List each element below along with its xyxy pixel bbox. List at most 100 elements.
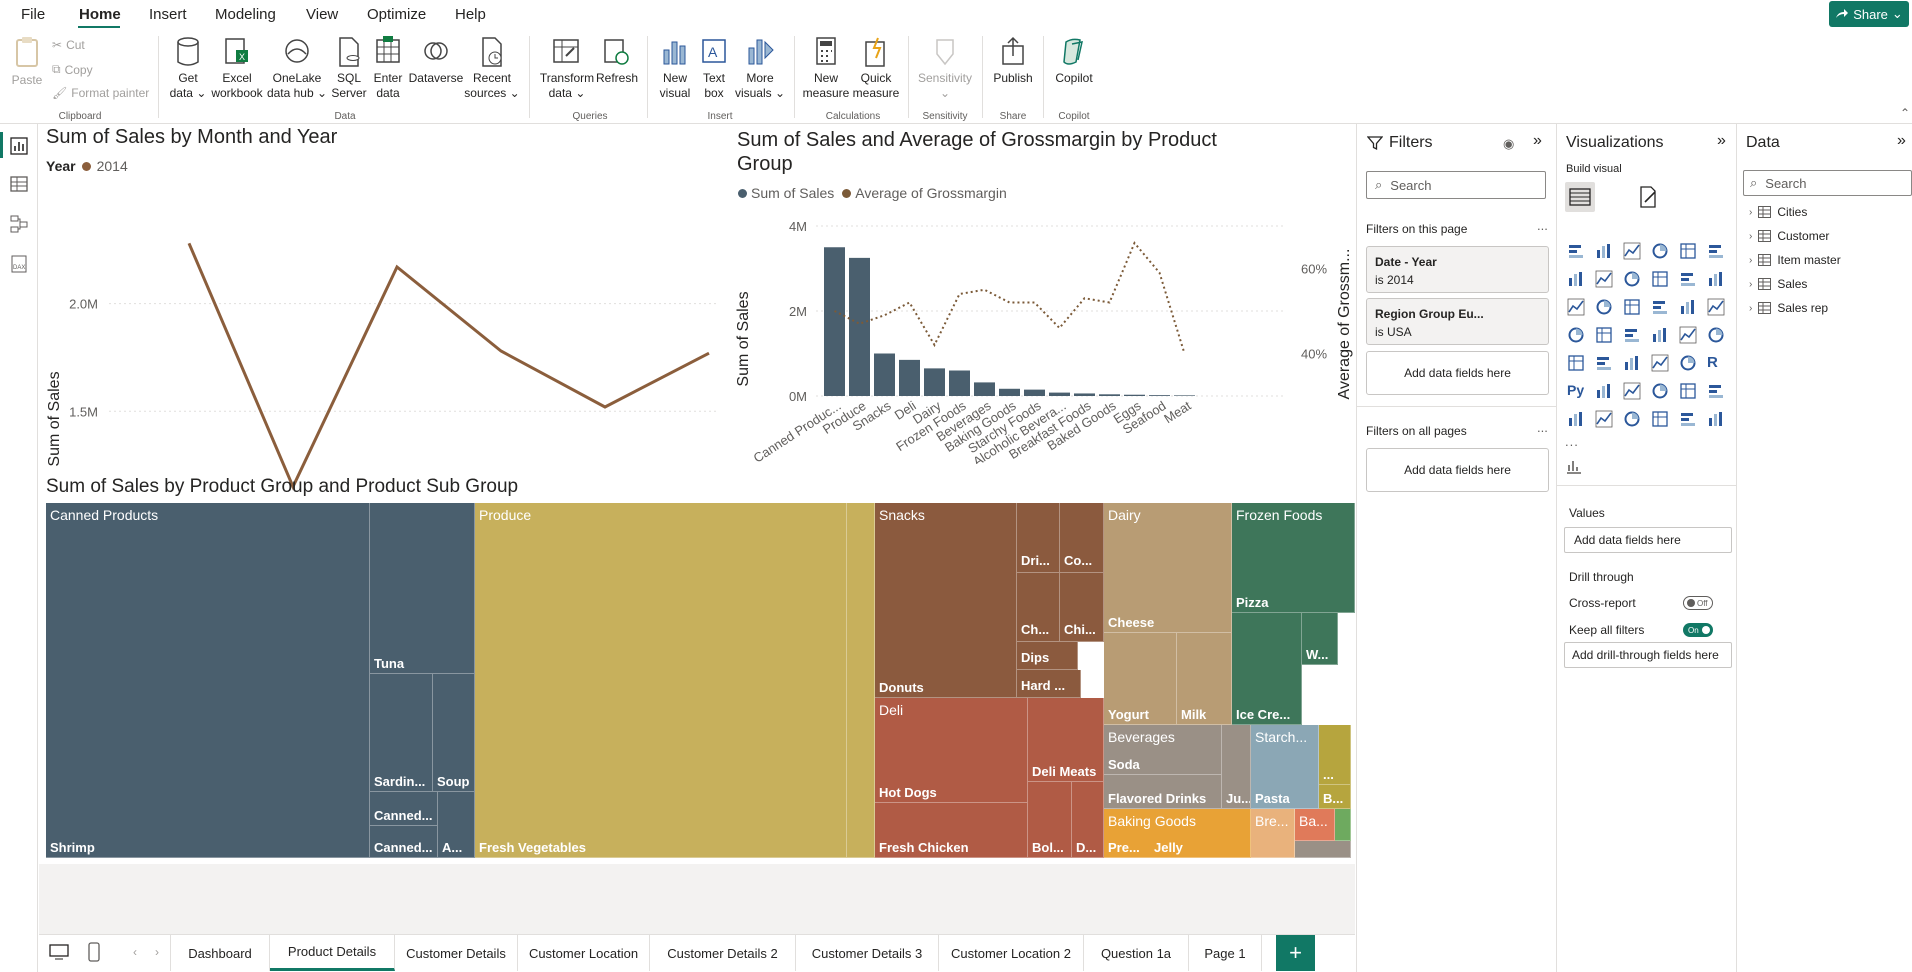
100-area-icon[interactable]	[1651, 270, 1669, 288]
treemap-tile-ice-cream[interactable]: Ice Cre...	[1232, 613, 1302, 725]
collapse-visualizations-icon[interactable]: »	[1717, 132, 1726, 149]
treemap[interactable]: Canned Products Shrimp Tuna Sardin... Soup Ca…	[46, 503, 1355, 858]
decomposition-tree-icon[interactable]	[1623, 382, 1641, 400]
more-options-icon[interactable]: ...	[1537, 218, 1548, 233]
treemap-tile-hard[interactable]: Hard ...	[1017, 670, 1081, 698]
treemap-tile-tuna[interactable]: Tuna	[370, 503, 475, 674]
treemap-tile-starch-pasta[interactable]: Starch... Pasta	[1251, 725, 1319, 809]
line-column-icon[interactable]	[1679, 270, 1697, 288]
ribbon-icon[interactable]	[1567, 298, 1585, 316]
more-visuals-button[interactable]: More visuals ⌄	[734, 36, 786, 101]
onelake-data-hub-button[interactable]: OneLake data hub ⌄	[266, 36, 328, 101]
copilot-button[interactable]: Copilot	[1051, 36, 1097, 86]
clustered-column-icon[interactable]	[1651, 242, 1669, 260]
get-data-button[interactable]: Get data ⌄	[166, 36, 210, 101]
treemap-icon[interactable]	[1567, 326, 1585, 344]
add-page-button[interactable]: +	[1276, 935, 1315, 971]
report-view-icon[interactable]	[9, 136, 29, 156]
filters-all-pages-drop-zone[interactable]: Add data fields here	[1366, 448, 1549, 492]
map-icon[interactable]	[1595, 326, 1613, 344]
collapse-filters-icon[interactable]: »	[1533, 132, 1542, 149]
data-table-item[interactable]: › Item master	[1749, 253, 1841, 267]
format-painter-button[interactable]: 🖌 Format painter	[52, 86, 149, 100]
card-icon[interactable]	[1707, 326, 1725, 344]
quick-measure-button[interactable]: Quick measure	[850, 36, 902, 101]
new-visual-button[interactable]: New visual	[655, 36, 695, 101]
menu-help[interactable]: Help	[455, 6, 486, 23]
trophy-icon[interactable]	[1707, 382, 1725, 400]
menu-home[interactable]: Home	[79, 6, 121, 23]
page-tab[interactable]: Customer Location 2	[939, 935, 1084, 971]
treemap-tile-ju[interactable]: Ju...	[1222, 725, 1251, 809]
treemap-tile-canned-2[interactable]: Canned...	[370, 826, 438, 858]
slicer-icon[interactable]	[1623, 354, 1641, 372]
publish-button[interactable]: Publish	[990, 36, 1036, 86]
new-measure-button[interactable]: New measure	[802, 36, 850, 101]
treemap-tile-starch-dots[interactable]: ...	[1319, 725, 1351, 785]
treemap-tile-baking-goods[interactable]: Baking Goods Pre... Jelly	[1104, 809, 1251, 858]
menu-optimize[interactable]: Optimize	[367, 6, 427, 23]
python-visual-icon[interactable]: Py	[1567, 382, 1585, 400]
more-options-icon[interactable]: ...	[1537, 420, 1548, 435]
model-view-icon[interactable]	[9, 214, 29, 234]
share-button[interactable]: Share ⌄	[1829, 1, 1909, 27]
azure-map-icon[interactable]	[1651, 326, 1669, 344]
filters-search-input[interactable]: ⌕ Search	[1366, 171, 1546, 199]
menu-view[interactable]: View	[306, 6, 339, 23]
treemap-tile-d[interactable]: D...	[1072, 782, 1104, 858]
treemap-tile-misc-grey[interactable]	[1295, 841, 1351, 858]
paginated-icon[interactable]	[1567, 410, 1585, 428]
menu-file[interactable]: File	[21, 6, 46, 23]
data-search-input[interactable]: ⌕ Search	[1743, 170, 1912, 196]
build-visual-tab[interactable]	[1565, 182, 1595, 212]
cross-report-toggle[interactable]: Off	[1683, 596, 1713, 610]
gauge-icon[interactable]	[1679, 326, 1697, 344]
treemap-tile-canned-products-shrimp[interactable]: Canned Products Shrimp	[46, 503, 370, 858]
100-bar-icon[interactable]	[1679, 242, 1697, 260]
page-tab[interactable]: Question 1a	[1084, 935, 1189, 971]
data-table-item[interactable]: › Sales	[1749, 277, 1807, 291]
mobile-layout-icon[interactable]	[87, 942, 101, 967]
r-visual-icon[interactable]: R	[1707, 354, 1725, 372]
treemap-tile-deli-meats[interactable]: Deli Meats	[1028, 698, 1104, 782]
refresh-button[interactable]: Refresh	[595, 36, 639, 86]
treemap-tile-chi[interactable]: Chi...	[1060, 573, 1104, 642]
clustered-bar-icon[interactable]	[1623, 242, 1641, 260]
menu-modeling[interactable]: Modeling	[215, 6, 276, 23]
smart-narrative-icon[interactable]	[1679, 382, 1697, 400]
page-tab[interactable]: Customer Details 2	[650, 935, 796, 971]
pie-icon[interactable]	[1679, 298, 1697, 316]
menu-insert[interactable]: Insert	[149, 6, 187, 23]
treemap-tile-ch[interactable]: Ch...	[1017, 573, 1060, 642]
recent-sources-button[interactable]: Recent sources ⌄	[464, 36, 520, 101]
qa-icon[interactable]	[1651, 382, 1669, 400]
treemap-tile-frozen-pizza[interactable]: Frozen Foods Pizza	[1232, 503, 1355, 613]
stacked-column-icon[interactable]	[1595, 242, 1613, 260]
page-tab[interactable]: Product Details	[270, 935, 395, 971]
data-table-item[interactable]: › Customer	[1749, 229, 1829, 243]
line-icon[interactable]	[1567, 270, 1585, 288]
collapse-ribbon-icon[interactable]: ⌃	[1900, 106, 1911, 120]
diamond-icon[interactable]	[1679, 410, 1697, 428]
filter-card-region[interactable]: Region Group Eu... is USA	[1366, 298, 1549, 345]
waterfall-icon[interactable]	[1595, 298, 1613, 316]
page-tab[interactable]: Dashboard	[170, 935, 270, 971]
treemap-tile-sardines[interactable]: Sardin...	[370, 674, 433, 792]
table-icon[interactable]	[1651, 354, 1669, 372]
multi-card-icon[interactable]	[1567, 354, 1585, 372]
sql-server-button[interactable]: SQL Server	[328, 36, 370, 101]
sensitivity-button[interactable]: Sensitivity ⌄	[916, 36, 974, 101]
drill-through-drop-zone[interactable]: Add drill-through fields here	[1564, 642, 1732, 668]
scatter-icon[interactable]	[1651, 298, 1669, 316]
filter-card-date-year[interactable]: Date - Year is 2014	[1366, 246, 1549, 293]
paste-button[interactable]: Paste	[10, 36, 44, 88]
treemap-tile-produce-small[interactable]	[847, 503, 875, 858]
format-visual-tab[interactable]	[1633, 182, 1663, 212]
text-box-button[interactable]: A Text box	[696, 36, 732, 101]
treemap-tile-bol[interactable]: Bol...	[1028, 782, 1072, 858]
treemap-tile-co[interactable]: Co...	[1060, 503, 1104, 573]
table-view-icon[interactable]	[9, 174, 29, 194]
data-table-item[interactable]: › Sales rep	[1749, 301, 1828, 315]
chevron-icon[interactable]	[1707, 410, 1725, 428]
